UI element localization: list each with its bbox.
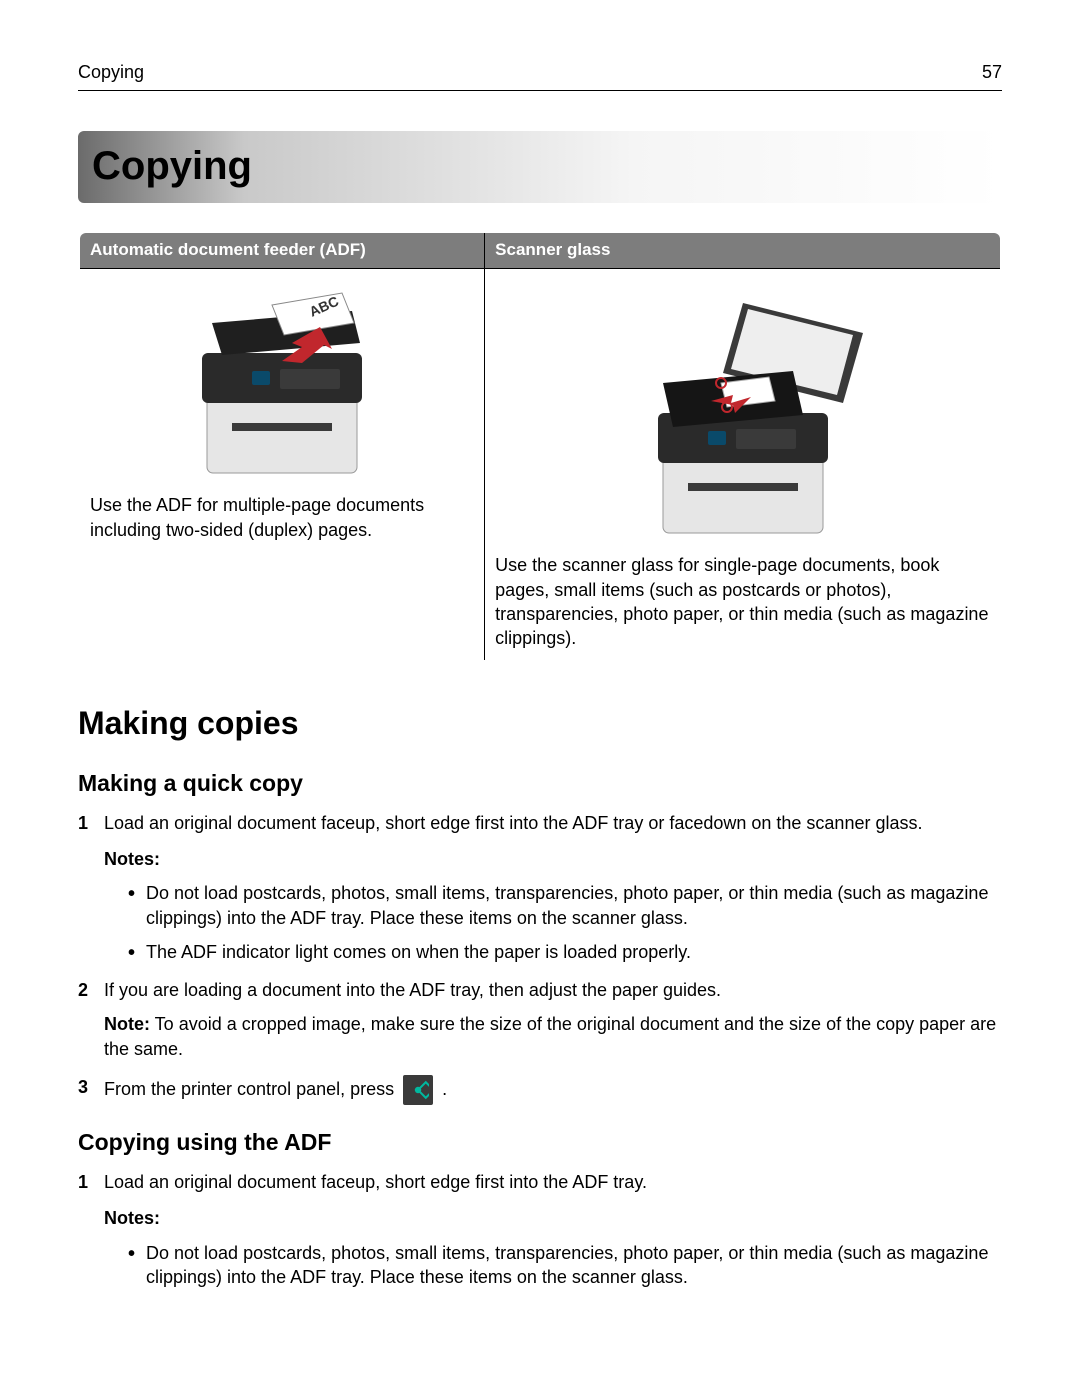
adf-illustration: ABC xyxy=(90,277,474,493)
quick-copy-steps: 1 Load an original document faceup, shor… xyxy=(78,811,1002,1105)
step-1: 1 Load an original document faceup, shor… xyxy=(78,811,1002,964)
note-text: To avoid a cropped image, make sure the … xyxy=(104,1014,996,1058)
notes-bullets: Do not load postcards, photos, small ite… xyxy=(104,1241,1002,1290)
step-text: Load an original document faceup, short … xyxy=(104,813,922,833)
notes-label: Notes: xyxy=(104,847,1002,871)
col-scanner-header: Scanner glass xyxy=(485,232,1001,268)
copy-adf-steps: 1 Load an original document faceup, shor… xyxy=(78,1170,1002,1289)
scanner-illustration xyxy=(495,277,990,553)
notes-label: Notes: xyxy=(104,1206,1002,1230)
step-text-after: . xyxy=(442,1079,447,1099)
cell-scanner: Use the scanner glass for single-page do… xyxy=(485,269,1001,662)
chapter-title: Copying xyxy=(78,131,1002,203)
cell-adf: ABC Use the ADF for multiple-page docume… xyxy=(79,269,485,662)
section-making-copies: Making copies xyxy=(78,702,1002,745)
step-text-before: From the printer control panel, press xyxy=(104,1079,399,1099)
subsection-quick-copy: Making a quick copy xyxy=(78,768,1002,799)
bullet: Do not load postcards, photos, small ite… xyxy=(128,1241,1002,1290)
step-number: 3 xyxy=(78,1075,88,1099)
col-adf-header: Automatic document feeder (ADF) xyxy=(79,232,485,268)
step-number: 1 xyxy=(78,1170,88,1194)
subsection-copy-adf: Copying using the ADF xyxy=(78,1127,1002,1158)
bullet: The ADF indicator light comes on when th… xyxy=(128,940,1002,964)
step-number: 1 xyxy=(78,811,88,835)
step-number: 2 xyxy=(78,978,88,1002)
note-label: Note: xyxy=(104,1014,150,1034)
header-page-number: 57 xyxy=(982,60,1002,84)
step-1: 1 Load an original document faceup, shor… xyxy=(78,1170,1002,1289)
bullet: Do not load postcards, photos, small ite… xyxy=(128,881,1002,930)
running-header: Copying 57 xyxy=(78,60,1002,91)
step-text: Load an original document faceup, short … xyxy=(104,1172,647,1192)
step-3: 3 From the printer control panel, press … xyxy=(78,1075,1002,1105)
adf-caption: Use the ADF for multiple-page documents … xyxy=(90,493,474,542)
notes-bullets: Do not load postcards, photos, small ite… xyxy=(104,881,1002,964)
copy-start-icon xyxy=(403,1075,433,1105)
step-2: 2 If you are loading a document into the… xyxy=(78,978,1002,1061)
header-section: Copying xyxy=(78,60,144,84)
scanner-caption: Use the scanner glass for single-page do… xyxy=(495,553,990,650)
step-text: If you are loading a document into the A… xyxy=(104,980,721,1000)
inline-note: Note: To avoid a cropped image, make sur… xyxy=(104,1012,1002,1061)
feature-table: Automatic document feeder (ADF) Scanner … xyxy=(78,231,1002,662)
